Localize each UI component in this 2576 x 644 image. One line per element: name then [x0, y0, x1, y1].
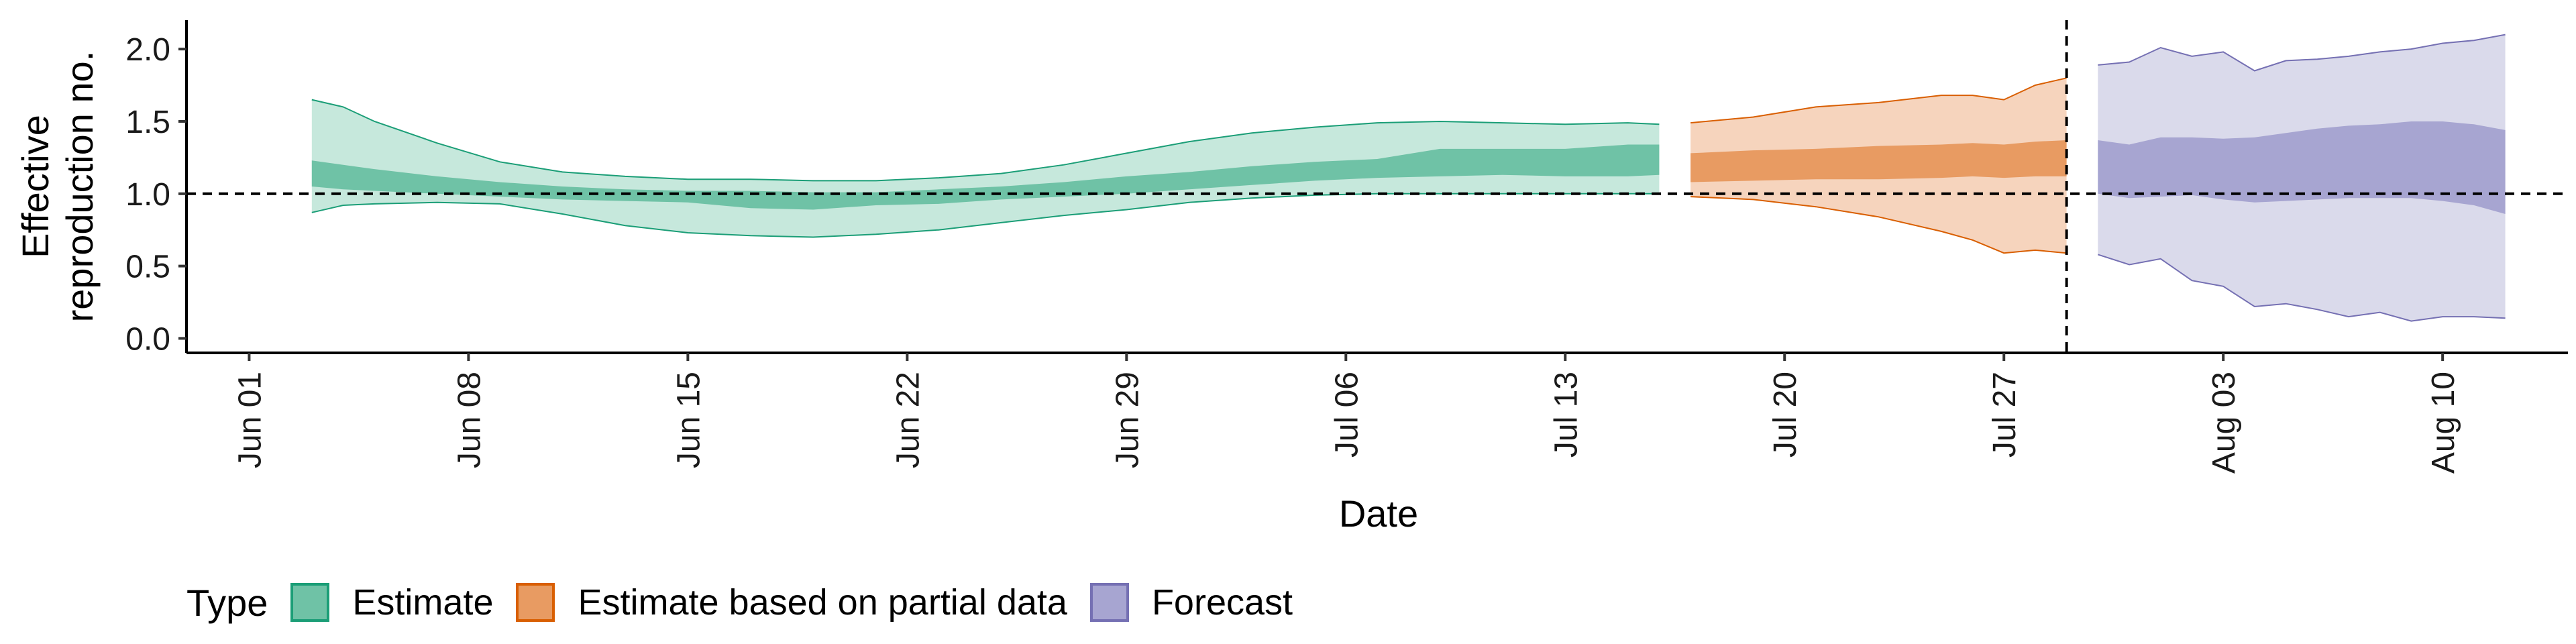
- x-tick-label: Jun 22: [890, 372, 926, 468]
- y-axis-title: Effective reproduction no.: [14, 51, 101, 323]
- y-tick-label: 1.5: [125, 105, 170, 140]
- forecast-upper-line: [2098, 34, 2506, 72]
- legend-label-estimate: Estimate: [352, 582, 494, 623]
- legend-label-partial: Estimate based on partial data: [578, 582, 1067, 623]
- y-axis-title-line: reproduction no.: [58, 51, 101, 323]
- legend-key-estimate: [290, 583, 330, 622]
- partial-lower-line: [1690, 196, 2067, 254]
- x-tick-label: Aug 03: [2206, 372, 2242, 474]
- x-tick-label: Aug 10: [2426, 372, 2461, 474]
- reference-lines: [186, 20, 2568, 353]
- legend-key-partial: [516, 583, 555, 622]
- legend-item-forecast: Forecast: [1089, 582, 1293, 623]
- y-tick-label: 1.0: [125, 177, 170, 213]
- forecast-inner-band: [2098, 121, 2506, 214]
- legend-key-forecast: [1089, 583, 1129, 622]
- y-tick-label: 0.0: [125, 321, 170, 357]
- legend-label-forecast: Forecast: [1151, 582, 1293, 623]
- x-axis-title: Date: [1339, 492, 1418, 535]
- y-tick-label: 0.5: [125, 250, 170, 285]
- forecast-lower-line: [2097, 254, 2506, 322]
- x-tick-label: Jul 06: [1329, 372, 1364, 458]
- x-tick-label: Jun 08: [451, 372, 487, 468]
- y-tick-label: 2.0: [125, 32, 170, 68]
- estimate-upper-line: [311, 99, 1660, 182]
- ribbon-layer: [311, 34, 2506, 322]
- legend: Type Estimate Estimate based on partial …: [186, 576, 1316, 629]
- partial-upper-line: [1690, 77, 2067, 124]
- x-tick-label: Jun 29: [1110, 372, 1145, 468]
- x-tick-label: Jun 15: [671, 372, 706, 468]
- legend-title: Type: [186, 581, 268, 624]
- estimate-outer-band: [311, 99, 1660, 237]
- y-axis-title-line: Effective: [14, 115, 56, 258]
- axes: 0.0 0.5 1.0 1.5 2.0 Jun 01 Jun 08 Jun 15 Jun 22 J…: [125, 20, 2568, 474]
- x-tick-label: Jul 20: [1768, 372, 1803, 458]
- x-tick-label: Jun 01: [232, 372, 268, 468]
- x-tick-label: Jul 13: [1548, 372, 1584, 458]
- estimate-inner-band: [311, 144, 1660, 210]
- legend-item-estimate: Estimate: [290, 582, 493, 623]
- legend-item-partial: Estimate based on partial data: [516, 582, 1067, 623]
- x-tick-label: Jul 27: [1987, 372, 2023, 458]
- partial-inner-band: [1690, 140, 2067, 182]
